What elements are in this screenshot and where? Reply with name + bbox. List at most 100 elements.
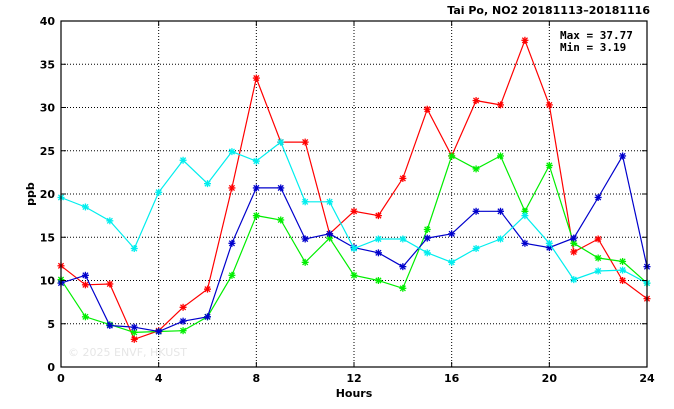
data-point	[350, 244, 358, 252]
data-point	[497, 101, 504, 109]
data-point	[81, 281, 89, 289]
data-point	[277, 184, 285, 192]
data-point	[399, 263, 407, 271]
stat-max: Max = 37.77	[560, 29, 633, 42]
data-point	[374, 249, 382, 257]
x-tick-label: 20	[542, 372, 558, 385]
data-point	[179, 303, 187, 311]
data-point	[130, 335, 138, 343]
data-point	[228, 271, 236, 279]
grid	[61, 21, 647, 367]
data-point	[130, 323, 138, 331]
data-point	[619, 277, 627, 284]
data-point	[399, 174, 407, 182]
data-point	[399, 235, 407, 243]
data-point	[472, 97, 480, 105]
data-point	[252, 74, 260, 82]
data-point	[594, 235, 602, 243]
stat-min: Min = 3.19	[560, 41, 626, 54]
data-point	[106, 280, 114, 288]
data-point	[594, 254, 602, 262]
data-point	[399, 284, 407, 292]
data-point	[155, 188, 163, 196]
chart-title: Tai Po, NO2 20181113–20181116	[447, 4, 650, 17]
y-tick-label: 20	[40, 188, 56, 201]
data-point	[423, 105, 431, 113]
data-point	[448, 258, 456, 266]
data-point	[472, 165, 480, 173]
series-3	[57, 138, 651, 287]
y-tick-label: 35	[40, 58, 55, 71]
data-point	[326, 230, 334, 238]
x-tick-label: 16	[444, 372, 460, 385]
data-point	[545, 161, 553, 169]
series-group	[57, 36, 651, 343]
data-point	[350, 271, 358, 279]
data-point	[179, 327, 187, 335]
x-tick-label: 24	[639, 372, 655, 385]
data-point	[472, 244, 480, 252]
data-point	[521, 36, 529, 44]
data-point	[204, 180, 211, 188]
data-point	[301, 198, 309, 206]
data-point	[423, 234, 431, 242]
data-point	[106, 217, 114, 225]
data-point	[350, 207, 358, 215]
data-point	[326, 198, 334, 206]
data-point	[155, 328, 163, 336]
data-point	[301, 138, 309, 146]
data-point	[228, 184, 236, 192]
data-point	[570, 276, 578, 284]
data-point	[448, 230, 456, 238]
y-tick-label: 40	[40, 15, 56, 28]
data-point	[423, 249, 431, 257]
data-point	[423, 225, 431, 233]
data-point	[277, 216, 285, 224]
data-point	[228, 148, 236, 156]
data-point	[130, 244, 138, 252]
data-point	[497, 152, 504, 160]
axis-ticks: 0 4 8 12 16 20 24 0 5 10 15 20 25 30 35 40	[40, 15, 655, 385]
data-point	[619, 152, 627, 160]
data-point	[252, 212, 260, 220]
data-point	[448, 152, 456, 160]
x-tick-label: 12	[346, 372, 361, 385]
data-point	[545, 239, 553, 247]
watermark: © 2025 ENVF, HKUST	[68, 346, 187, 359]
data-point	[374, 212, 382, 220]
data-point	[521, 212, 529, 220]
y-tick-label: 15	[40, 231, 55, 244]
data-point	[81, 271, 89, 279]
data-point	[252, 157, 260, 165]
y-tick-label: 0	[47, 361, 55, 374]
data-point	[106, 321, 114, 329]
data-point	[81, 203, 89, 211]
data-point	[619, 257, 627, 265]
data-point	[204, 313, 211, 321]
data-point	[521, 239, 529, 247]
data-point	[228, 239, 236, 247]
data-point	[277, 138, 285, 146]
data-point	[179, 156, 187, 164]
data-point	[619, 266, 627, 274]
y-tick-label: 5	[47, 318, 55, 331]
data-point	[570, 248, 578, 256]
data-point	[497, 235, 504, 243]
data-point	[374, 235, 382, 243]
y-axis-label: ppb	[24, 182, 37, 206]
data-point	[594, 193, 602, 201]
data-point	[570, 234, 578, 242]
data-point	[545, 101, 553, 109]
data-point	[497, 207, 504, 215]
x-tick-label: 0	[57, 372, 65, 385]
data-point	[179, 317, 187, 325]
y-tick-label: 10	[40, 275, 56, 288]
data-point	[374, 277, 382, 284]
x-axis-label: Hours	[336, 387, 373, 400]
data-point	[204, 285, 211, 293]
data-point	[594, 267, 602, 275]
data-point	[81, 313, 89, 321]
data-point	[301, 235, 309, 243]
x-tick-label: 8	[253, 372, 261, 385]
y-tick-label: 30	[40, 102, 56, 115]
